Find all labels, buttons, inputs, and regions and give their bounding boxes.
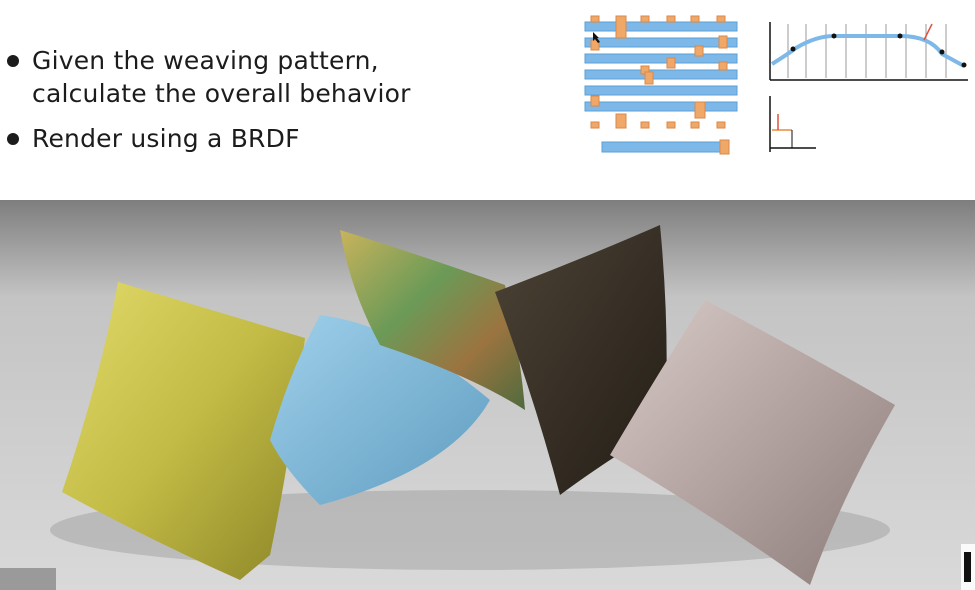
bullet-dot-icon [7,133,19,145]
graph-gridlines [787,24,947,78]
pillow-brown [495,225,667,495]
slide-top: Given the weaving pattern, calculate the… [0,0,975,200]
weft-thread [584,53,738,64]
weft-threads [584,21,738,112]
bullet-line: Render using a BRDF [32,124,300,153]
profile-curve [770,34,965,68]
direction-arrow-icon [923,23,933,41]
bullet-item-weaving: Given the weaving pattern, calculate the… [6,44,566,110]
profile-graph [769,22,968,152]
warp-threads [590,15,728,129]
weft-thread [584,85,738,96]
corner-block [0,568,56,590]
bullet-list: Given the weaving pattern, calculate the… [6,44,566,155]
bullet-dot-icon [7,55,19,67]
weft-thread [584,37,738,48]
weave-pattern-diagram [584,15,738,155]
corner-mark [961,544,975,590]
pillow-green [340,230,525,410]
pillow-pink [610,300,895,585]
yarn-segment [601,139,730,155]
profile-points [790,33,967,68]
pillow-yellow [62,282,305,580]
weft-thread [584,101,738,112]
weft-thread [584,21,738,32]
weft-thread [584,69,738,80]
bullet-line: calculate the overall behavior [32,79,411,108]
rendered-pillows-image [0,200,975,590]
bullet-item-render: Render using a BRDF [6,122,566,155]
cursor-icon [593,32,600,43]
bullet-line: Given the weaving pattern, [32,46,379,75]
